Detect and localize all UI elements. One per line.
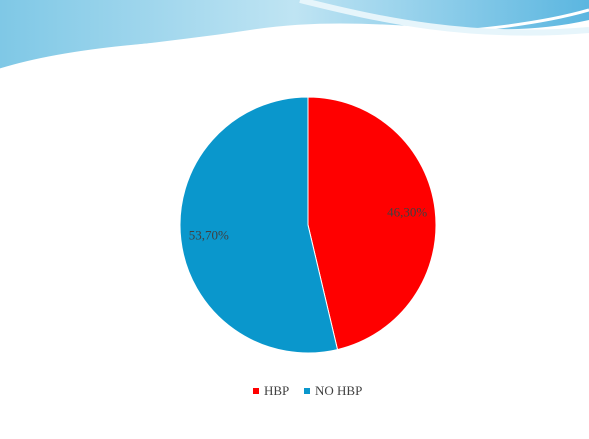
data-label: 53,70% — [189, 228, 229, 243]
header-wave-line — [0, 8, 589, 72]
pie-slice — [307, 96, 437, 351]
data-label: 46,30% — [387, 204, 427, 219]
header-wave — [0, 0, 589, 70]
pie: 46,30% 53,70% — [179, 96, 437, 354]
header-wave-line — [299, 0, 589, 36]
pie-slice — [179, 96, 339, 354]
legend-swatch — [253, 388, 259, 394]
legend-swatch — [304, 388, 310, 394]
legend-label: HBP — [264, 383, 289, 398]
legend: HBP NO HBP — [253, 383, 362, 398]
legend-label: NO HBP — [315, 383, 362, 398]
